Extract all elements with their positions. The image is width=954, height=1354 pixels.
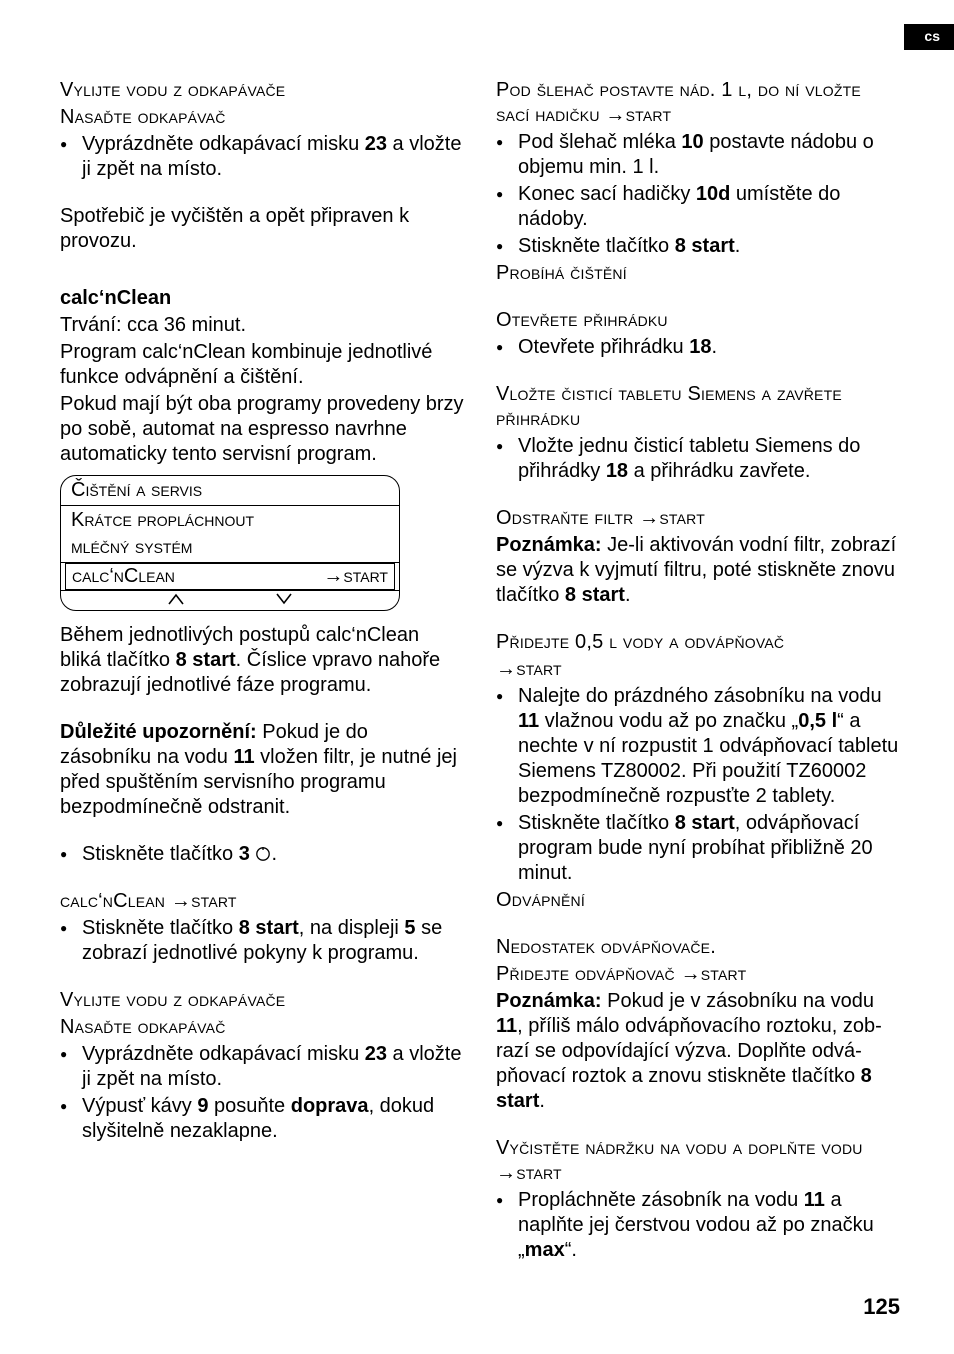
heading: Vylijte vodu z odkapávače — [60, 78, 464, 103]
heading: Vložte čisticí tabletu Siemens a zavřete… — [496, 382, 900, 432]
paragraph: Důležité upozornění: Pokud je do zásobní… — [60, 720, 464, 820]
display-highlight: calc‘nClean →start — [65, 563, 395, 590]
section-heading: calc‘nClean — [60, 286, 464, 311]
list-item: Nalejte do prázdného zásobníku na vodu 1… — [496, 684, 900, 809]
display-title: Čištění a servis — [61, 476, 399, 506]
display-hi-left: calc‘nClean — [72, 564, 175, 589]
heading: calc‘nClean →start — [60, 889, 464, 914]
list-item: Stiskněte tlačítko 8 start. — [496, 234, 900, 259]
paragraph: Poznámka: Je-li aktivován vodní filtr, z… — [496, 533, 900, 608]
heading: Nasaďte odkapávač — [60, 1015, 464, 1040]
heading: Odstraňte filtr →start — [496, 506, 900, 531]
heading: Vyčistěte nádržku na vodu a doplňte vodu… — [496, 1136, 900, 1186]
list-item: Vyprázdněte odkapávací misku 23 a vložte… — [60, 1042, 464, 1092]
chevron-up-icon — [167, 592, 185, 606]
paragraph: Poznámka: Pokud je v zásobníku na vodu 1… — [496, 989, 900, 1114]
list-item: Vložte jednu čisticí tabletu Siemens do … — [496, 434, 900, 484]
display-hi-right: →start — [323, 564, 388, 589]
page-content: Vylijte vodu z odkapávače Nasaďte odkapá… — [60, 78, 900, 1354]
heading: Přidejte odvápňovač →start — [496, 962, 900, 987]
heading: Nedostatek odvápňovače. — [496, 935, 900, 960]
list-item: Stiskněte tlačítko 8 start, na displeji … — [60, 916, 464, 966]
right-column: Pod šlehač postavte nád. 1 l, do ní vlož… — [496, 78, 900, 1265]
list-item: Otevřete přihrádku 18. — [496, 335, 900, 360]
service-icon — [255, 846, 271, 862]
text: Vyprázdněte odkapávací misku — [82, 133, 365, 155]
heading: Odvápnění — [496, 888, 900, 913]
chevron-down-icon — [275, 592, 293, 606]
paragraph: Během jednotlivých postupů calc‘nClean b… — [60, 623, 464, 698]
heading: →start — [496, 657, 900, 682]
list-item: Propláchněte zásobník na vodu 11 a naplň… — [496, 1188, 900, 1263]
ref-num: 23 — [365, 133, 387, 155]
page-number: 125 — [863, 1293, 900, 1321]
list-item: Výpusť kávy 9 posuňte doprava, dokud sly… — [60, 1094, 464, 1144]
list-item: Pod šlehač mléka 10 postavte nádobu o ob… — [496, 130, 900, 180]
list-item: Konec sací hadičky 10d umístěte do nádob… — [496, 182, 900, 232]
display-row: mléčný systém — [61, 535, 399, 562]
heading: Vylijte vodu z odkapávače — [60, 988, 464, 1013]
paragraph: Trvání: cca 36 minut. — [60, 313, 464, 338]
language-tab: cs — [904, 24, 954, 50]
heading: Pod šlehač postavte nád. 1 l, do ní vlož… — [496, 78, 900, 128]
heading: Přidejte 0,5 l vody a odvápňovač — [496, 630, 900, 655]
display-arrows — [61, 591, 399, 610]
heading: Nasaďte odkapávač — [60, 105, 464, 130]
list-item: Vyprázdněte odkapávací misku 23 a vložte… — [60, 132, 464, 182]
heading: Otevřete přihrádku — [496, 308, 900, 333]
heading: Probíhá čištění — [496, 261, 900, 286]
list-item: Stiskněte tlačítko 8 start, odvápňovací … — [496, 811, 900, 886]
paragraph: Pokud mají být oba programy provedeny br… — [60, 392, 464, 467]
list-item: Stiskněte tlačítko 3 . — [60, 842, 464, 867]
left-column: Vylijte vodu z odkapávače Nasaďte odkapá… — [60, 78, 464, 1265]
paragraph: Spotřebič je vyčištěn a opět připraven k… — [60, 204, 464, 254]
paragraph: Program calc‘nClean kombinuje jednotlivé… — [60, 340, 464, 390]
display-illustration: Čištění a servis Krátce propláchnout mlé… — [60, 475, 400, 611]
display-row: Krátce propláchnout — [61, 506, 399, 535]
